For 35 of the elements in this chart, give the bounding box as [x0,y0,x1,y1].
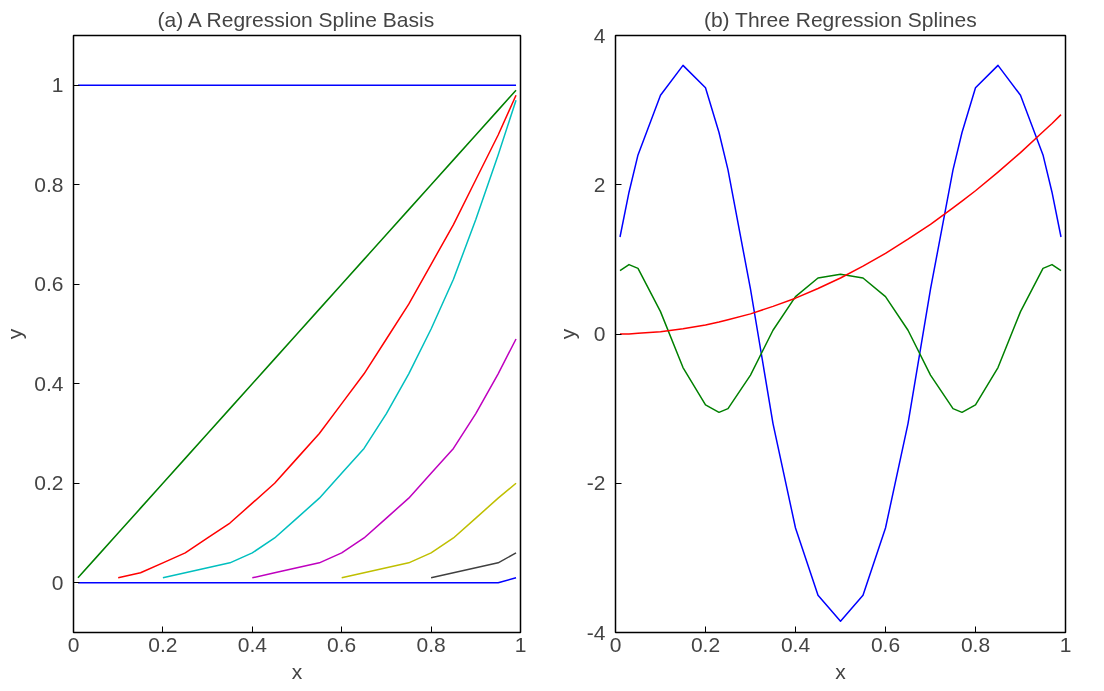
line-series [430,552,517,579]
y-tick-label: 0.4 [34,371,64,395]
x-tick-label: 0.8 [416,632,446,656]
y-tick-label: 0.6 [34,272,64,296]
x-tick-label: 0 [609,632,622,656]
y-axis-title: y [555,328,579,340]
line-series [619,113,1062,335]
y-tick-label: 1 [51,73,64,97]
x-tick-label: 0.8 [960,632,991,656]
x-tick-label: 0.4 [237,632,268,656]
x-tick-label: 0 [67,632,80,656]
y-tick-label: 0.8 [34,172,64,196]
x-tick-label: 0.2 [148,632,178,656]
x-tick-label: 0.4 [780,632,811,656]
x-tick-label: 1 [514,632,527,656]
y-tick-label: 0 [593,322,606,345]
y-tick-label: -2 [586,471,606,495]
y-tick-label: 4 [593,23,606,47]
y-axis-title: y [3,328,27,340]
x-axis-title: x [835,659,847,683]
x-tick-label: 0.2 [690,632,721,656]
chart-title: (b) Three Regression Splines [703,7,977,31]
line-series [619,64,1062,623]
x-tick-label: 0.6 [327,632,357,656]
line-series [619,263,1062,414]
line-series [251,338,517,579]
x-tick-label: 1 [1059,632,1072,656]
y-tick-label: 2 [593,172,606,196]
y-tick-label: 0 [51,570,64,594]
x-tick-label: 0.6 [870,632,901,656]
y-tick-label: 0.2 [34,471,64,495]
y-tick-label: -4 [586,620,606,644]
line-series [340,482,517,579]
chart-title: (a) A Regression Spline Basis [157,7,435,31]
x-axis-title: x [291,659,303,683]
